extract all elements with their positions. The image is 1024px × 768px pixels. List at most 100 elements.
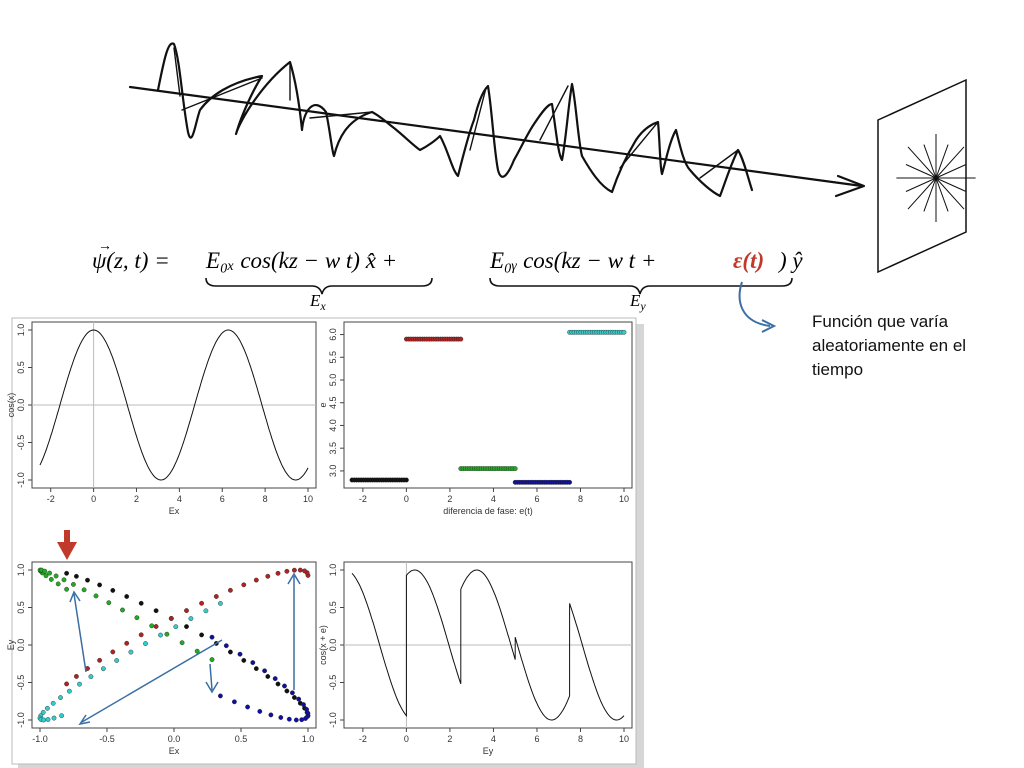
- polarization-point: [43, 573, 49, 579]
- polarization-point: [59, 713, 64, 719]
- x-tick-label: 8: [578, 734, 583, 744]
- polarization-point: [217, 601, 223, 606]
- x-tick-label: -2: [47, 494, 55, 504]
- polarization-point: [48, 577, 54, 582]
- x-tick-label: 2: [447, 494, 452, 504]
- polarization-point: [85, 577, 90, 583]
- x-tick-label: 10: [303, 494, 313, 504]
- polarization-point: [262, 668, 267, 674]
- polarization-point: [50, 700, 56, 706]
- y-tick-label: -1.0: [328, 712, 338, 728]
- x-tick-label: 0: [404, 494, 409, 504]
- polarization-point: [265, 674, 271, 679]
- y-tick-label: 3.5: [328, 442, 338, 455]
- polarization-point: [97, 582, 103, 588]
- polarization-point: [53, 573, 59, 579]
- star-ray: [905, 164, 937, 179]
- cos-shifted-line: [351, 569, 625, 721]
- polarization-point: [45, 705, 50, 711]
- polarization-point: [209, 657, 215, 662]
- brace-y: [489, 277, 793, 295]
- polarization-point: [245, 704, 251, 710]
- polarization-point: [257, 709, 263, 714]
- phase-point: [458, 336, 464, 342]
- plane-outline: [877, 78, 967, 274]
- star-ray: [935, 146, 965, 179]
- phase-point: [621, 329, 627, 335]
- polarization-point: [128, 649, 134, 655]
- polarization-star: [896, 134, 976, 222]
- polarization-point: [227, 649, 233, 655]
- polarization-point: [120, 607, 125, 613]
- polarization-point: [45, 717, 51, 722]
- x-tick-label: 0.5: [235, 734, 248, 744]
- star-ray: [923, 144, 937, 179]
- y-axis-label: Ey: [6, 639, 16, 650]
- x-axis-label: diferencia de fase: e(t): [443, 506, 533, 516]
- polarization-point: [284, 568, 290, 574]
- y-tick-label: 0.5: [16, 361, 26, 374]
- x-tick-label: 0: [91, 494, 96, 504]
- polarization-point: [179, 640, 185, 646]
- polarization-point: [110, 649, 116, 655]
- polarization-point: [253, 666, 259, 671]
- cos-line: [39, 329, 309, 481]
- y-axis-label: cos(x): [6, 393, 16, 418]
- polarization-point: [74, 573, 79, 579]
- polarization-point: [168, 616, 174, 621]
- polarization-point: [291, 567, 297, 573]
- polarization-point: [51, 715, 57, 721]
- polarization-point: [153, 608, 159, 614]
- star-ray: [907, 177, 937, 210]
- x-axis-label: Ex: [169, 506, 180, 516]
- y-tick-label: -0.5: [328, 675, 338, 691]
- brace-x: [205, 277, 433, 295]
- polarization-point: [40, 710, 46, 715]
- polarization-point: [275, 681, 281, 687]
- polarization-point: [286, 716, 292, 722]
- brace-y-label: Ey: [629, 291, 646, 313]
- polarization-point: [77, 681, 82, 687]
- polarization-point: [272, 676, 278, 681]
- phase-point: [567, 479, 572, 485]
- polarization-point: [299, 717, 305, 723]
- polarization-point: [164, 631, 170, 637]
- red-pointer-arrow: [57, 530, 77, 560]
- polarization-point: [199, 632, 205, 638]
- polarization-point: [64, 586, 70, 592]
- phase-point: [403, 477, 409, 483]
- wave-curve: [156, 42, 754, 198]
- y-tick-label: 0.0: [16, 399, 26, 412]
- polarization-point: [64, 570, 70, 576]
- star-ray: [935, 177, 949, 212]
- wave-arrows: [173, 47, 739, 179]
- polarization-point: [42, 568, 48, 574]
- x-tick-label: 2: [134, 494, 139, 504]
- polarization-point: [124, 594, 130, 599]
- y-tick-label: 3.0: [328, 465, 338, 478]
- polarization-point: [217, 693, 223, 699]
- psi-vector-arrow: →: [98, 237, 112, 253]
- polarization-point: [67, 688, 72, 694]
- plot-3: -1.0 -0.5 0.0 0.5 1.0 -1.0 -0.5 0.0 0.5 1.0 Ex Ey: [6, 561, 317, 756]
- polarization-point: [284, 688, 290, 694]
- polarization-point: [138, 600, 144, 606]
- y-tick-label: 1.0: [328, 564, 338, 577]
- polarization-point: [237, 651, 243, 657]
- y-tick-label: -1.0: [16, 472, 26, 488]
- polarization-point: [278, 715, 284, 720]
- polarization-point: [97, 657, 103, 663]
- epsilon-callout-arrow: [738, 281, 771, 327]
- y-tick-label: 0.5: [328, 601, 338, 614]
- polarization-point: [301, 702, 306, 707]
- polarization-point: [41, 717, 47, 723]
- y-tick-label: 5.5: [328, 351, 338, 364]
- x-tick-label: 4: [491, 494, 496, 504]
- equation-lhs: ψ(z, t) =: [92, 248, 170, 273]
- polarization-point: [297, 567, 303, 573]
- polarization-point: [231, 699, 237, 705]
- y-tick-label: 0.0: [16, 639, 26, 652]
- polarization-point: [275, 570, 281, 576]
- propagation-arrowhead: [834, 174, 866, 198]
